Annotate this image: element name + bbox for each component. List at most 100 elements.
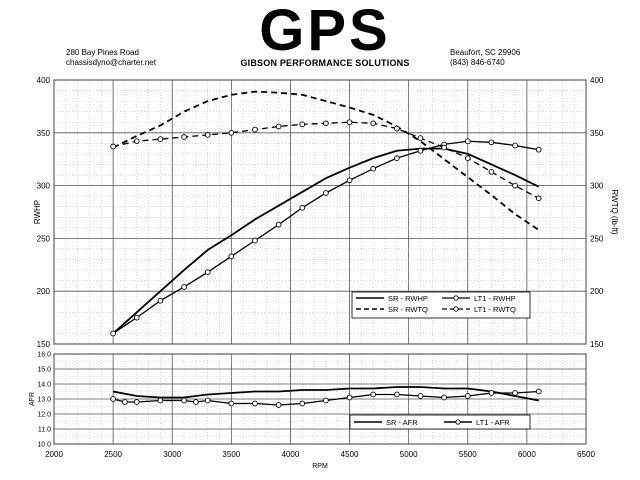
power-series-point-3 bbox=[441, 144, 447, 151]
x-tick-label: 6000 bbox=[518, 450, 536, 459]
city-line: Beaufort, SC 29906 bbox=[450, 48, 521, 57]
y2-tick-label: 150 bbox=[590, 340, 604, 349]
y-axis-title: RWHP bbox=[33, 200, 42, 224]
afr-series-point-1 bbox=[512, 390, 518, 396]
y2-tick-label: 350 bbox=[590, 129, 604, 138]
power-series-point-1 bbox=[417, 147, 424, 154]
power-legend bbox=[351, 291, 531, 319]
power-series-point-3 bbox=[110, 143, 116, 150]
x-tick-label: 5500 bbox=[459, 450, 477, 459]
afr-series-point-1 bbox=[464, 393, 471, 399]
power-series-point-3 bbox=[488, 169, 495, 175]
afr-series-point-1 bbox=[535, 388, 542, 395]
afr-series-point-1 bbox=[110, 396, 116, 402]
afr-series-point-1 bbox=[417, 393, 424, 399]
y2-tick-label: 200 bbox=[590, 287, 604, 296]
afr-tick-label: 13.0 bbox=[37, 397, 51, 404]
power-series-point-3 bbox=[299, 121, 306, 128]
afr-axis-title: AFR bbox=[29, 392, 36, 406]
power-series-point-1 bbox=[252, 237, 258, 244]
legend-label: LT1 - AFR bbox=[476, 418, 510, 427]
afr-series-point-1 bbox=[370, 391, 377, 398]
legend-label: LT1 - RWTQ bbox=[474, 305, 516, 314]
power-series-point-3 bbox=[393, 125, 400, 132]
power-series-point-1 bbox=[228, 253, 235, 260]
gps-logo: GPS bbox=[259, 0, 391, 63]
afr-series-point-1 bbox=[204, 397, 211, 404]
x-tick-label: 2500 bbox=[104, 450, 122, 459]
power-series-point-1 bbox=[535, 146, 542, 153]
afr-series-point-1 bbox=[122, 399, 128, 405]
y-tick-label: 350 bbox=[37, 129, 51, 138]
legend-label: LT1 - RWHP bbox=[474, 294, 516, 303]
afr-series-point-1 bbox=[157, 397, 164, 404]
power-series-point-1 bbox=[157, 297, 164, 304]
power-series-point-3 bbox=[133, 138, 140, 145]
power-series-point-3 bbox=[157, 136, 164, 142]
power-series-point-1 bbox=[512, 142, 518, 149]
power-series-line-2 bbox=[112, 90, 540, 231]
power-series-point-3 bbox=[323, 120, 329, 127]
power-series-point-3 bbox=[204, 132, 211, 138]
afr-series-point-1 bbox=[346, 394, 353, 401]
phone-line: (843) 846-6740 bbox=[450, 58, 505, 67]
legend-marker bbox=[453, 306, 459, 312]
afr-legend bbox=[349, 414, 531, 430]
legend-marker bbox=[453, 295, 459, 301]
afr-tick-label: 12.0 bbox=[37, 412, 51, 419]
y-tick-label: 400 bbox=[37, 76, 51, 85]
afr-tick-label: 14.0 bbox=[37, 382, 51, 389]
afr-tick-label: 11.0 bbox=[38, 427, 51, 434]
power-series-point-1 bbox=[133, 314, 140, 321]
power-series-point-3 bbox=[181, 134, 187, 140]
afr-series-point-1 bbox=[441, 394, 447, 401]
afr-series-point-1 bbox=[275, 402, 282, 408]
power-series-point-3 bbox=[252, 126, 258, 133]
x-tick-label: 5000 bbox=[400, 450, 418, 459]
y2-tick-label: 300 bbox=[590, 182, 604, 191]
y-tick-label: 250 bbox=[37, 234, 51, 243]
x-tick-label: 2000 bbox=[45, 450, 63, 459]
power-series-point-3 bbox=[464, 155, 471, 161]
power-series-point-1 bbox=[370, 165, 377, 172]
power-series-point-1 bbox=[464, 138, 471, 145]
y-tick-label: 200 bbox=[37, 287, 51, 296]
power-series-point-1 bbox=[323, 190, 329, 196]
legend-label: SR - RWTQ bbox=[388, 305, 428, 314]
afr-series-point-1 bbox=[323, 397, 329, 404]
power-series-point-1 bbox=[110, 330, 116, 337]
power-series-point-3 bbox=[512, 182, 518, 189]
logo-subtitle: GIBSON PERFORMANCE SOLUTIONS bbox=[240, 58, 410, 68]
power-series-point-1 bbox=[204, 269, 211, 276]
y2-tick-label: 400 bbox=[590, 76, 604, 85]
afr-tick-label: 15.0 bbox=[37, 367, 51, 374]
power-series-point-3 bbox=[275, 123, 282, 130]
afr-series-point-1 bbox=[488, 390, 495, 396]
y-tick-label: 300 bbox=[37, 182, 51, 191]
afr-series-point-1 bbox=[181, 397, 187, 404]
address-line-1: 280 Bay Pines Road bbox=[66, 48, 139, 57]
power-series-point-3 bbox=[535, 195, 542, 202]
x-tick-label: 6500 bbox=[577, 450, 595, 459]
y2-tick-label: 250 bbox=[590, 234, 604, 243]
afr-series-line-0 bbox=[112, 386, 539, 402]
legend-marker bbox=[455, 419, 461, 425]
x-axis-title: RPM bbox=[312, 463, 328, 470]
x-tick-label: 3000 bbox=[163, 450, 181, 459]
power-series-line-0 bbox=[112, 147, 540, 335]
power-series-point-1 bbox=[275, 221, 282, 228]
address-line-2: chassisdyno@charter.net bbox=[66, 58, 156, 67]
power-series-point-3 bbox=[370, 120, 377, 127]
y2-axis-title: RWTQ (lb-ft) bbox=[610, 189, 619, 235]
power-series-point-1 bbox=[299, 204, 306, 211]
afr-series-point-1 bbox=[252, 400, 258, 407]
power-series-point-1 bbox=[488, 139, 495, 146]
power-series-point-3 bbox=[346, 119, 353, 126]
afr-series-point-1 bbox=[393, 391, 400, 398]
x-tick-label: 4500 bbox=[341, 450, 359, 459]
power-series-point-1 bbox=[181, 284, 187, 290]
afr-series-point-1 bbox=[133, 399, 140, 405]
afr-tick-label: 16.0 bbox=[37, 352, 51, 359]
power-series-point-1 bbox=[346, 177, 353, 184]
